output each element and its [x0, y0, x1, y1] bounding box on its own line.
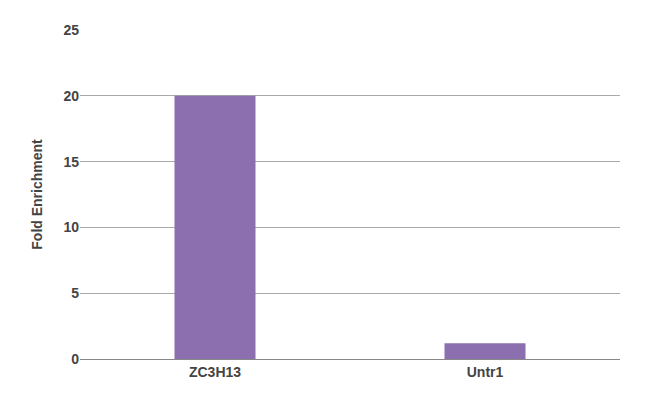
- svg-text:25: 25: [63, 22, 79, 38]
- svg-text:0: 0: [71, 351, 79, 367]
- svg-text:Untr1: Untr1: [467, 364, 504, 380]
- svg-text:10: 10: [63, 219, 79, 235]
- svg-text:15: 15: [63, 154, 79, 170]
- svg-text:ZC3H13: ZC3H13: [189, 364, 241, 380]
- svg-text:Fold Enrichment: Fold Enrichment: [29, 139, 45, 250]
- svg-text:5: 5: [71, 285, 79, 301]
- svg-text:20: 20: [63, 88, 79, 104]
